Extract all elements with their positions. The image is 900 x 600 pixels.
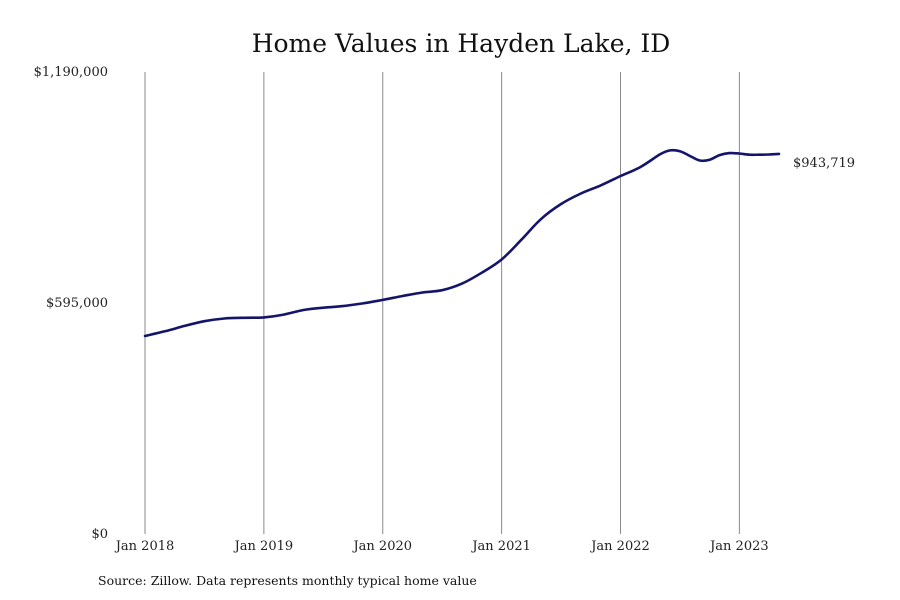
x-tick-label: Jan 2022 xyxy=(589,539,650,554)
x-tick-label: Jan 2018 xyxy=(114,539,175,554)
source-note: Source: Zillow. Data represents monthly … xyxy=(98,573,477,588)
latest-value-label: $943,719 xyxy=(793,156,855,171)
series-layer xyxy=(143,148,781,338)
y-tick-label: $0 xyxy=(91,527,108,542)
y-tick-label: $595,000 xyxy=(46,296,108,311)
chart-title: Home Values in Hayden Lake, ID xyxy=(252,29,671,58)
x-tick-label: Jan 2023 xyxy=(708,539,769,554)
x-tick-label: Jan 2019 xyxy=(233,539,294,554)
x-tick-label: Jan 2020 xyxy=(351,539,412,554)
x-tick-label: Jan 2021 xyxy=(470,539,531,554)
grid-lines xyxy=(144,72,740,534)
y-axis-ticks: $0 $595,000 $1,190,000 xyxy=(34,65,108,542)
home-value-series-line xyxy=(143,148,781,338)
x-axis-ticks: Jan 2018 Jan 2019 Jan 2020 Jan 2021 Jan 2022… xyxy=(114,539,769,554)
y-tick-label: $1,190,000 xyxy=(34,65,108,80)
